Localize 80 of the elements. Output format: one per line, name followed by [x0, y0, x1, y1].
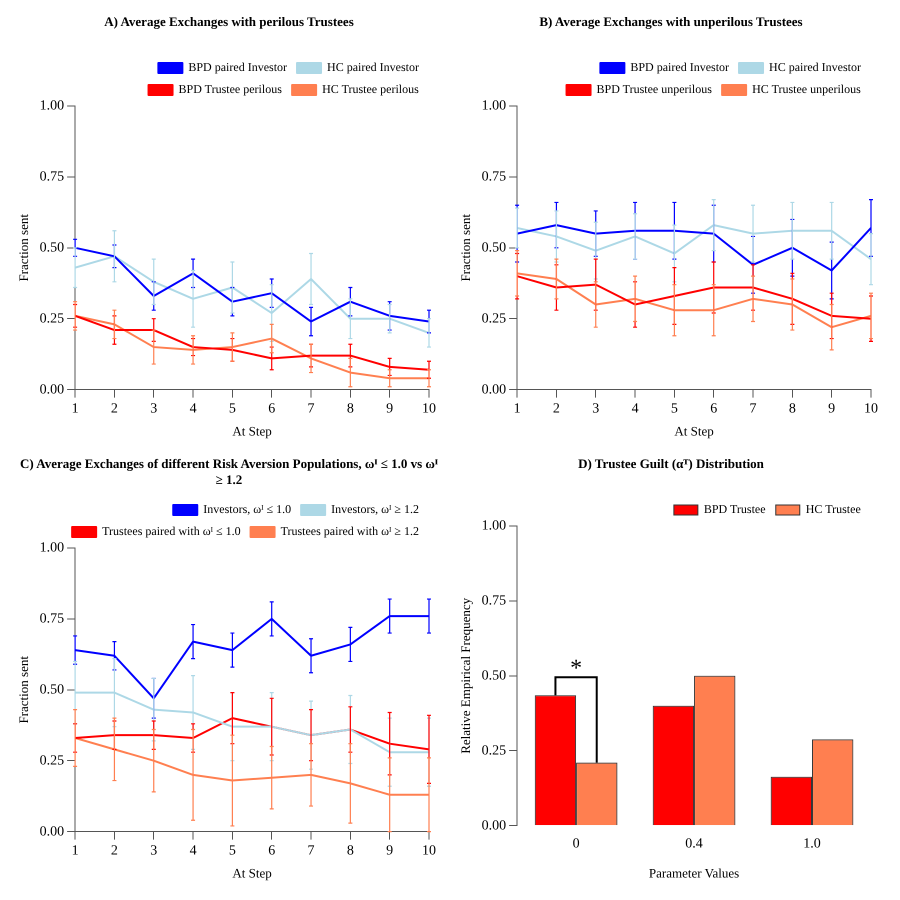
x-tick-label: 2 — [110, 402, 118, 417]
legend-label: HC paired Investor — [769, 60, 862, 74]
legend-label: Investors, ωᴵ ≥ 1.2 — [331, 502, 419, 516]
x-tick-label: 1 — [514, 402, 521, 417]
x-axis-title: Parameter Values — [648, 866, 740, 881]
y-tick-label: 0.25 — [40, 753, 64, 768]
legend-label: Trustees paired with ωᴵ ≥ 1.2 — [280, 524, 420, 538]
x-tick-label: 1 — [72, 844, 79, 859]
x-tick-label: 3 — [592, 402, 600, 417]
y-tick-label: 0.75 — [482, 170, 506, 185]
legend-label: BPD paired Investor — [630, 60, 730, 74]
legend-label: BPD paired Investor — [188, 60, 288, 74]
x-axis-title: At Step — [232, 424, 272, 439]
legend-label: HC Trustee unperilous — [752, 82, 862, 96]
legend-label: BPD Trustee — [704, 502, 766, 516]
chart-title: D) Trustee Guilt (αᵀ) Distribution — [577, 456, 765, 473]
x-tick-label: 3 — [150, 844, 158, 859]
y-axis-title: Fraction sent — [16, 214, 32, 282]
legend-label: BPD Trustee unperilous — [596, 82, 712, 96]
y-tick-label: 0.50 — [40, 240, 64, 256]
x-tick-label: 0 — [572, 836, 580, 852]
y-tick-label: 0.00 — [482, 382, 506, 398]
x-tick-label: 9 — [828, 402, 836, 417]
x-tick-label: 7 — [308, 402, 315, 417]
x-tick-label: 9 — [386, 844, 394, 859]
y-tick-label: 1.00 — [482, 98, 506, 114]
x-tick-label: 7 — [308, 844, 315, 859]
x-tick-label: 10 — [422, 402, 436, 417]
y-tick-label: 0.00 — [40, 382, 64, 398]
x-tick-label: 5 — [670, 402, 678, 417]
y-axis-title: Fraction sent — [458, 214, 474, 282]
y-tick-label: 0.75 — [40, 170, 64, 185]
x-tick-label: 2 — [552, 402, 560, 417]
x-axis-title: At Step — [232, 866, 272, 881]
annotation: * — [570, 656, 582, 682]
y-axis-title: Fraction sent — [16, 656, 32, 724]
legend-label: Trustees paired with ωᴵ ≤ 1.0 — [102, 524, 241, 538]
legend-label: HC paired Investor — [327, 60, 420, 74]
y-tick-label: 0.25 — [482, 311, 506, 326]
chart-title: B) Average Exchanges with unperilous Trustees — [538, 14, 804, 31]
x-tick-label: 7 — [750, 402, 757, 417]
x-tick-label: 3 — [150, 402, 158, 417]
x-tick-label: 4 — [190, 844, 197, 859]
y-tick-label: 1.00 — [40, 540, 64, 556]
x-tick-label: 6 — [268, 402, 276, 417]
x-axis-title: At Step — [674, 424, 714, 439]
y-tick-label: 0.25 — [40, 311, 64, 326]
x-tick-label: 4 — [632, 402, 639, 417]
legend-label: HC Trustee perilous — [322, 82, 420, 96]
x-tick-label: 6 — [710, 402, 718, 417]
legend-label: Investors, ωᴵ ≤ 1.0 — [203, 502, 292, 516]
x-tick-label: 1 — [72, 402, 79, 417]
x-tick-label: 1.0 — [803, 836, 821, 852]
y-tick-label: 1.00 — [482, 518, 506, 534]
x-tick-label: 4 — [190, 402, 197, 417]
y-tick-label: 0.50 — [482, 240, 506, 256]
x-tick-label: 10 — [422, 844, 436, 859]
y-tick-label: 0.00 — [40, 824, 64, 840]
y-tick-label: 0.25 — [482, 743, 506, 758]
x-tick-label: 9 — [386, 402, 394, 417]
legend-label: HC Trustee — [806, 502, 861, 516]
x-tick-label: 10 — [864, 402, 878, 417]
y-tick-label: 0.00 — [482, 818, 506, 834]
x-tick-label: 5 — [228, 402, 236, 417]
y-tick-label: 0.75 — [40, 612, 64, 627]
x-tick-label: 0.4 — [685, 836, 703, 852]
y-axis-title: Relative Empirical Frequency — [458, 597, 474, 754]
x-tick-label: 8 — [346, 844, 354, 859]
x-tick-label: 6 — [268, 844, 276, 859]
legend-label: BPD Trustee perilous — [178, 82, 282, 96]
y-tick-label: 0.50 — [482, 668, 506, 684]
y-tick-label: 0.50 — [40, 682, 64, 698]
chart-title: A) Average Exchanges with perilous Trustees — [103, 14, 355, 31]
x-tick-label: 2 — [110, 844, 118, 859]
chart-title: C) Average Exchanges of different Risk Aversion Populations, ωᴵ ≤ 1.0 vs ωᴵ ≥ 1.2 — [19, 456, 439, 489]
x-tick-label: 8 — [346, 402, 354, 417]
x-tick-label: 5 — [228, 844, 236, 859]
x-tick-label: 8 — [788, 402, 796, 417]
y-tick-label: 1.00 — [40, 98, 64, 114]
y-tick-label: 0.75 — [482, 594, 506, 609]
